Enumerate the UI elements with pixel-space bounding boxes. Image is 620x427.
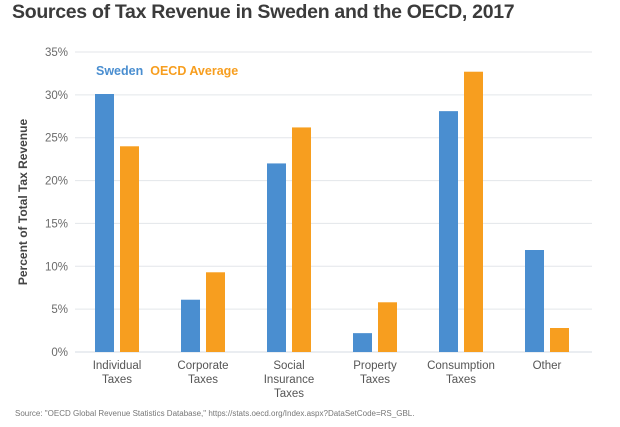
bar-sweden xyxy=(439,111,458,353)
legend-item: Sweden xyxy=(96,64,143,78)
bar-sweden xyxy=(95,94,114,352)
x-category-label: Property xyxy=(353,360,397,372)
bar-sweden xyxy=(353,333,372,352)
x-category-label: Other xyxy=(533,360,562,372)
bars xyxy=(95,71,569,353)
source-note: Source: "OECD Global Revenue Statistics … xyxy=(15,409,415,418)
x-category-label: Taxes xyxy=(188,374,218,386)
legend-item: OECD Average xyxy=(150,64,238,78)
x-axis-categories: Individual Taxes Corporate Taxes Social Insur… xyxy=(93,360,562,400)
y-tick-label: 20% xyxy=(45,176,68,188)
bar-oecd-average xyxy=(464,71,483,352)
x-category-label: Social xyxy=(273,360,304,372)
bar-sweden xyxy=(525,250,544,352)
gridlines xyxy=(75,51,592,353)
bar-sweden xyxy=(267,163,286,352)
bar-oecd-average xyxy=(206,272,225,352)
bar-oecd-average xyxy=(120,146,139,352)
bar-sweden xyxy=(181,299,200,352)
bar-oecd-average xyxy=(292,127,311,352)
y-tick-label: 0% xyxy=(51,347,68,359)
x-category-label: Taxes xyxy=(274,388,304,400)
y-axis-ticks: 0% 5% 10% 15% 20% 25% 30% 35% xyxy=(45,47,68,359)
bar-oecd-average xyxy=(550,328,569,352)
x-category-label: Insurance xyxy=(264,374,315,386)
x-category-label: Consumption xyxy=(427,360,495,372)
y-tick-label: 25% xyxy=(45,133,68,145)
y-tick-label: 30% xyxy=(45,90,68,102)
y-tick-label: 35% xyxy=(45,47,68,59)
y-tick-label: 5% xyxy=(51,304,68,316)
bar-oecd-average xyxy=(378,302,397,352)
chart-title: Sources of Tax Revenue in Sweden and the… xyxy=(12,1,515,23)
y-axis-label: Percent of Total Tax Revenue xyxy=(16,119,30,286)
x-category-label: Corporate xyxy=(177,360,228,372)
legend: Sweden OECD Average xyxy=(96,64,238,78)
x-category-label: Individual xyxy=(93,360,142,372)
x-category-label: Taxes xyxy=(446,374,476,386)
y-tick-label: 15% xyxy=(45,218,68,230)
x-category-label: Taxes xyxy=(102,374,132,386)
x-category-label: Taxes xyxy=(360,374,390,386)
y-tick-label: 10% xyxy=(45,261,68,273)
